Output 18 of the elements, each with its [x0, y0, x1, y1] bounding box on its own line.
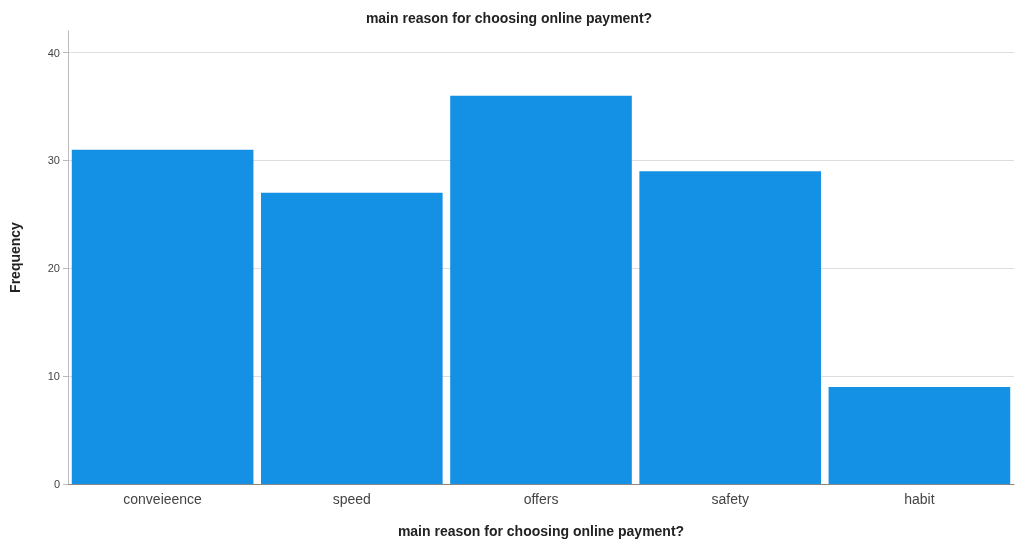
bar	[260, 192, 443, 484]
y-tick-label: 0	[53, 478, 60, 490]
bar	[450, 95, 632, 484]
x-tick-label: habit	[904, 491, 935, 507]
x-tick-label: speed	[332, 491, 371, 507]
bar	[71, 149, 254, 484]
x-axis-title: main reason for choosing online payment?	[397, 523, 685, 539]
y-tick-label: 10	[47, 370, 60, 383]
y-axis-title: Frequency	[7, 221, 23, 293]
x-tick-label: conveieence	[123, 491, 203, 507]
y-tick-label: 30	[47, 154, 60, 167]
bar	[828, 386, 1011, 484]
y-tick-label: 40	[47, 46, 60, 59]
y-tick-label: 20	[47, 262, 60, 275]
x-tick-label: offers	[523, 491, 559, 507]
chart-title: main reason for choosing online payment?	[365, 10, 653, 26]
bar	[639, 171, 822, 484]
x-tick-label: safety	[711, 491, 749, 507]
